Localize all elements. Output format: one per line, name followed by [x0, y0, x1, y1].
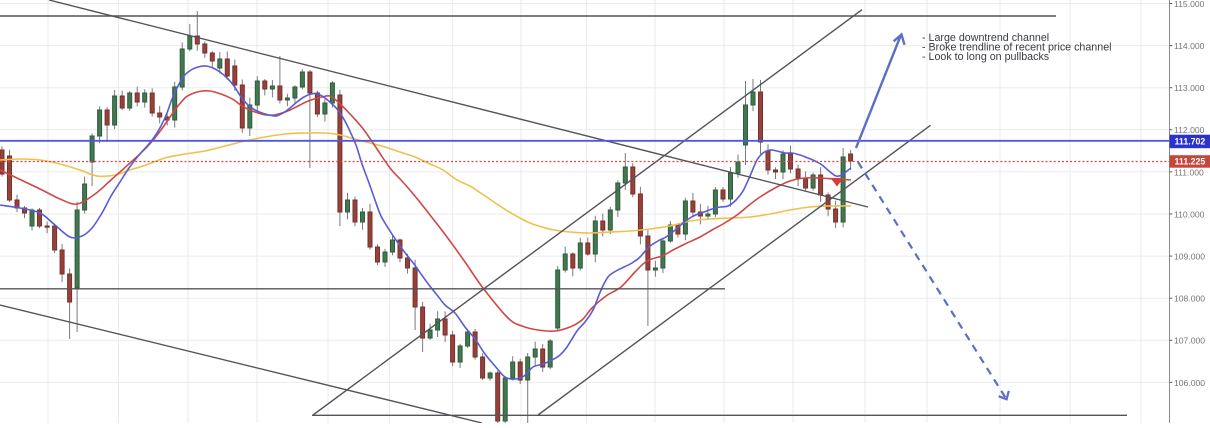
svg-text:113.000: 113.000	[1174, 83, 1205, 93]
svg-text:111.225: 111.225	[1175, 157, 1206, 167]
svg-text:112.000: 112.000	[1174, 125, 1205, 135]
svg-text:114.000: 114.000	[1174, 41, 1205, 51]
svg-text:115.000: 115.000	[1174, 0, 1205, 9]
svg-text:110.000: 110.000	[1174, 209, 1205, 219]
svg-text:107.000: 107.000	[1174, 336, 1205, 346]
svg-text:111.702: 111.702	[1175, 137, 1206, 147]
svg-text:106.000: 106.000	[1174, 378, 1205, 388]
svg-text:109.000: 109.000	[1174, 252, 1205, 262]
svg-text:- Look to long on pullbacks: - Look to long on pullbacks	[922, 51, 1049, 63]
svg-text:111.000: 111.000	[1174, 167, 1204, 177]
svg-text:108.000: 108.000	[1174, 294, 1205, 304]
